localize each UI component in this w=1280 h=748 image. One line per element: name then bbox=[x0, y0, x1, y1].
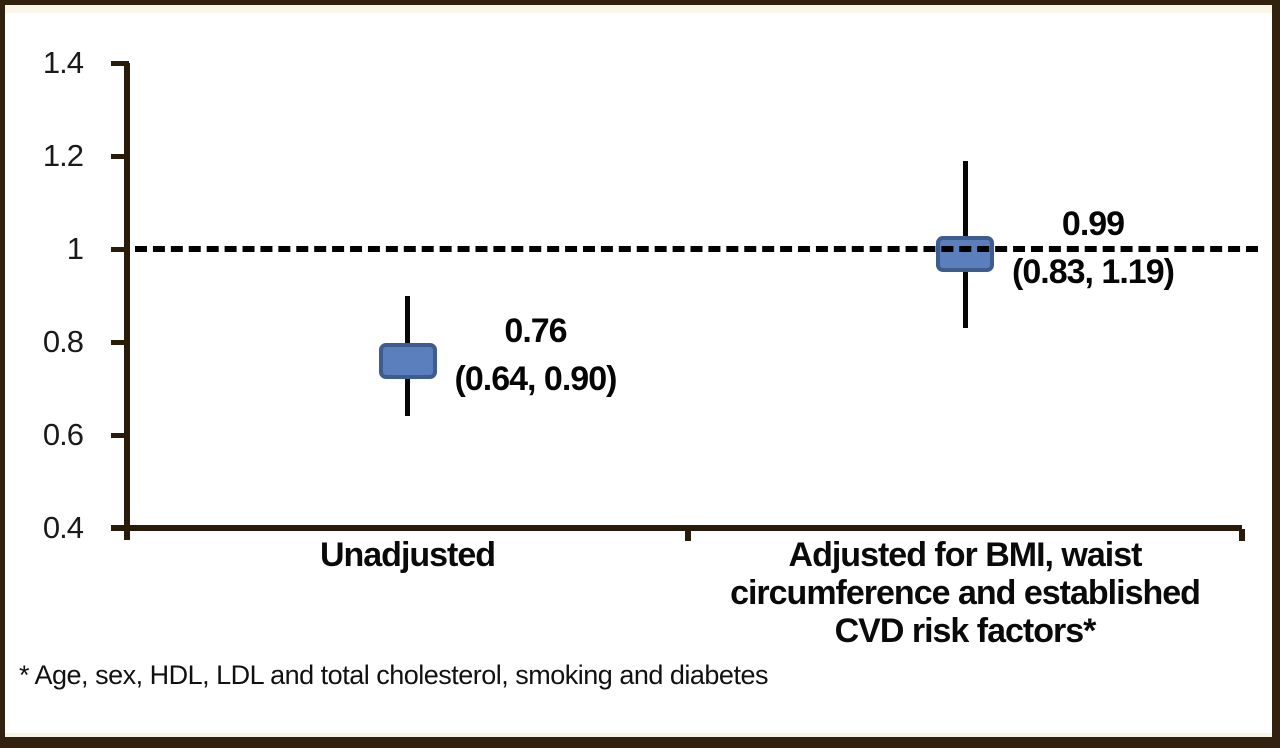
y-axis-tick-label: 1.2 bbox=[42, 138, 84, 173]
x-axis-line bbox=[111, 525, 1242, 531]
category-label: Unadjusted bbox=[88, 536, 728, 574]
ci-range-label: (0.64, 0.90) bbox=[454, 359, 618, 398]
y-axis-tick-label: 1.4 bbox=[42, 45, 84, 80]
category-label-line: CVD risk factors* bbox=[834, 612, 1097, 650]
y-axis-tick-mark bbox=[111, 246, 129, 252]
y-axis-tick-mark bbox=[111, 60, 129, 66]
category-label-line: circumference and established bbox=[730, 574, 1201, 612]
figure-inner-border-highlight-bottom bbox=[5, 733, 1272, 737]
reference-line-at-1 bbox=[135, 246, 1258, 252]
y-axis-tick-mark bbox=[111, 432, 129, 438]
point-label-block: 0.76 (0.64, 0.90) bbox=[416, 307, 656, 403]
estimate-value-label: 0.99 bbox=[1061, 204, 1125, 243]
y-axis-tick-label: 0.6 bbox=[42, 417, 84, 452]
y-axis-tick-label: 1 bbox=[66, 231, 84, 266]
y-axis-line bbox=[124, 63, 130, 540]
x-axis-tick-mark bbox=[1239, 529, 1245, 541]
category-label: Adjusted for BMI, waist circumference and… bbox=[645, 536, 1272, 650]
ci-range-label: (0.83, 1.19) bbox=[1012, 252, 1175, 291]
estimate-marker bbox=[936, 235, 994, 272]
y-axis-tick-mark bbox=[111, 153, 129, 159]
estimate-marker bbox=[378, 342, 437, 379]
point-label-block: 0.99 (0.83, 1.19) bbox=[973, 200, 1213, 296]
category-label-line: Adjusted for BMI, waist bbox=[788, 536, 1143, 574]
y-axis-tick-mark bbox=[111, 339, 129, 345]
y-axis-tick-mark bbox=[111, 525, 129, 531]
y-axis-tick-label: 0.4 bbox=[42, 510, 84, 545]
x-axis-tick-mark bbox=[685, 529, 691, 541]
figure-inner-border-highlight-top bbox=[5, 5, 1272, 13]
estimate-value-label: 0.76 bbox=[504, 311, 567, 350]
footnote: * Age, sex, HDL, LDL and total cholester… bbox=[19, 660, 768, 690]
category-label-line: Unadjusted bbox=[319, 536, 496, 574]
y-axis-tick-label: 0.8 bbox=[42, 324, 84, 359]
